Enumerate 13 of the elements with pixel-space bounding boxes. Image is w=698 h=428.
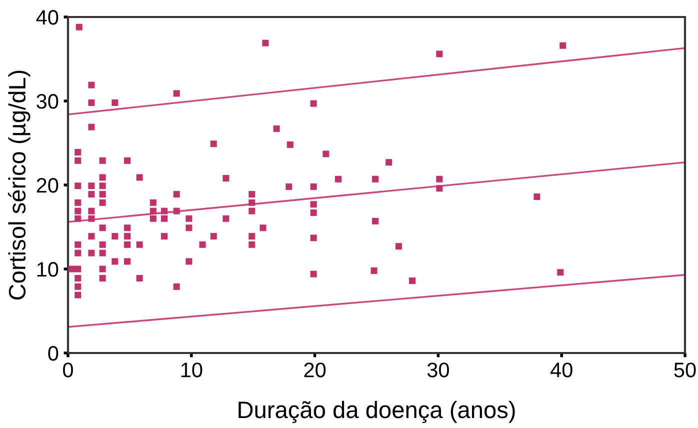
x-tick-label: 30	[427, 362, 449, 378]
y-tick-label: 10	[37, 262, 58, 277]
y-tick-label: 0	[48, 346, 58, 361]
x-tick-label: 0	[63, 362, 73, 378]
x-tick-label: 50	[674, 362, 696, 378]
x-tick-label: 20	[304, 362, 326, 378]
x-tick-label: 40	[550, 362, 572, 378]
y-tick-label: 30	[36, 94, 58, 109]
x-axis-title: Duração da doença (anos)	[238, 400, 515, 424]
y-axis-title: Cortisol sérico (µg/dL)	[8, 70, 30, 300]
y-tick-label: 20	[36, 178, 58, 193]
x-tick-label: 10	[181, 362, 202, 378]
y-tick-label: 40	[36, 10, 58, 25]
